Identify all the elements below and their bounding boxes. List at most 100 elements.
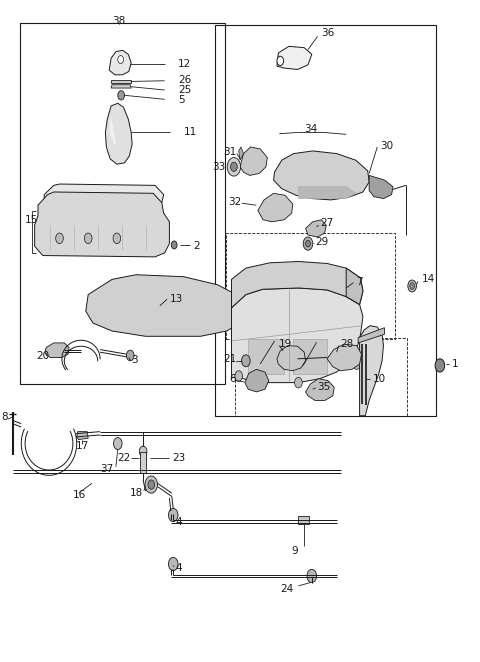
Circle shape bbox=[84, 233, 92, 244]
Polygon shape bbox=[358, 328, 384, 343]
Polygon shape bbox=[248, 339, 284, 374]
Text: 7: 7 bbox=[356, 277, 362, 287]
Circle shape bbox=[230, 162, 237, 171]
Polygon shape bbox=[274, 151, 369, 200]
Text: 25: 25 bbox=[178, 85, 191, 95]
Polygon shape bbox=[277, 346, 306, 371]
Text: 1: 1 bbox=[451, 359, 458, 369]
Text: 18: 18 bbox=[130, 487, 143, 498]
Text: 6: 6 bbox=[229, 373, 236, 384]
Polygon shape bbox=[111, 80, 131, 83]
Polygon shape bbox=[77, 432, 88, 440]
Text: 27: 27 bbox=[320, 218, 333, 228]
Circle shape bbox=[113, 233, 120, 244]
Text: 11: 11 bbox=[184, 127, 197, 138]
Text: 8: 8 bbox=[1, 412, 8, 422]
Text: 21: 21 bbox=[223, 354, 236, 364]
Circle shape bbox=[241, 355, 250, 367]
Polygon shape bbox=[277, 46, 312, 70]
Text: 14: 14 bbox=[422, 274, 435, 285]
Text: 22: 22 bbox=[117, 453, 130, 463]
Circle shape bbox=[306, 240, 311, 247]
Circle shape bbox=[408, 280, 417, 292]
Polygon shape bbox=[258, 193, 293, 222]
Circle shape bbox=[303, 237, 313, 250]
Bar bbox=[215, 25, 435, 416]
Text: 16: 16 bbox=[73, 490, 86, 500]
Polygon shape bbox=[239, 147, 243, 160]
Text: 2: 2 bbox=[193, 241, 200, 252]
Text: 38: 38 bbox=[113, 16, 126, 26]
Circle shape bbox=[148, 480, 155, 489]
Circle shape bbox=[435, 359, 444, 372]
Circle shape bbox=[171, 241, 177, 249]
Text: 20: 20 bbox=[36, 351, 50, 361]
Text: 19: 19 bbox=[279, 339, 292, 350]
Circle shape bbox=[307, 569, 317, 583]
Polygon shape bbox=[44, 184, 164, 207]
Bar bbox=[20, 23, 225, 384]
Circle shape bbox=[227, 158, 240, 176]
Text: 10: 10 bbox=[372, 373, 385, 384]
Polygon shape bbox=[299, 187, 356, 199]
Circle shape bbox=[168, 557, 178, 571]
Text: 17: 17 bbox=[76, 441, 89, 451]
Polygon shape bbox=[231, 288, 363, 383]
Circle shape bbox=[118, 56, 123, 64]
Text: 13: 13 bbox=[169, 294, 183, 305]
Text: 9: 9 bbox=[292, 545, 299, 556]
Polygon shape bbox=[360, 326, 384, 416]
Circle shape bbox=[235, 371, 242, 381]
Text: 33: 33 bbox=[213, 162, 226, 172]
Text: 5: 5 bbox=[178, 95, 185, 105]
Text: 3: 3 bbox=[131, 355, 138, 365]
Text: 4: 4 bbox=[175, 516, 182, 527]
Circle shape bbox=[353, 359, 360, 369]
Text: 29: 29 bbox=[315, 236, 328, 247]
Text: 24: 24 bbox=[280, 584, 293, 594]
Polygon shape bbox=[109, 50, 131, 75]
Circle shape bbox=[168, 508, 178, 522]
Text: 32: 32 bbox=[228, 197, 241, 207]
Polygon shape bbox=[306, 220, 326, 237]
Text: 26: 26 bbox=[178, 75, 191, 85]
Text: 12: 12 bbox=[178, 58, 191, 69]
Text: 23: 23 bbox=[172, 453, 185, 463]
Circle shape bbox=[56, 233, 63, 244]
Text: 28: 28 bbox=[340, 339, 354, 350]
Circle shape bbox=[295, 377, 302, 388]
Circle shape bbox=[410, 283, 415, 289]
Text: 4: 4 bbox=[175, 563, 182, 573]
Polygon shape bbox=[369, 175, 393, 199]
Polygon shape bbox=[293, 339, 327, 374]
Circle shape bbox=[118, 91, 124, 100]
Polygon shape bbox=[346, 268, 363, 305]
Circle shape bbox=[145, 476, 157, 493]
Text: 30: 30 bbox=[381, 140, 394, 151]
Circle shape bbox=[139, 446, 147, 457]
Polygon shape bbox=[245, 369, 269, 392]
Bar bbox=[226, 233, 396, 339]
Bar bbox=[140, 452, 146, 473]
Text: 34: 34 bbox=[304, 124, 317, 134]
Polygon shape bbox=[306, 379, 334, 401]
Polygon shape bbox=[327, 344, 361, 371]
Polygon shape bbox=[109, 114, 117, 146]
Text: 15: 15 bbox=[25, 215, 38, 226]
Text: 31: 31 bbox=[223, 147, 236, 158]
Text: 36: 36 bbox=[321, 28, 335, 38]
Circle shape bbox=[113, 438, 122, 449]
Polygon shape bbox=[240, 147, 267, 175]
Bar bbox=[299, 516, 309, 524]
Polygon shape bbox=[86, 275, 243, 336]
Polygon shape bbox=[35, 192, 169, 257]
Polygon shape bbox=[111, 85, 131, 88]
Circle shape bbox=[277, 56, 284, 66]
Text: 37: 37 bbox=[100, 463, 113, 474]
Polygon shape bbox=[106, 103, 132, 164]
Polygon shape bbox=[45, 343, 69, 357]
Text: 35: 35 bbox=[318, 381, 331, 392]
Polygon shape bbox=[231, 261, 363, 308]
Circle shape bbox=[126, 350, 134, 361]
Bar bbox=[235, 338, 408, 416]
